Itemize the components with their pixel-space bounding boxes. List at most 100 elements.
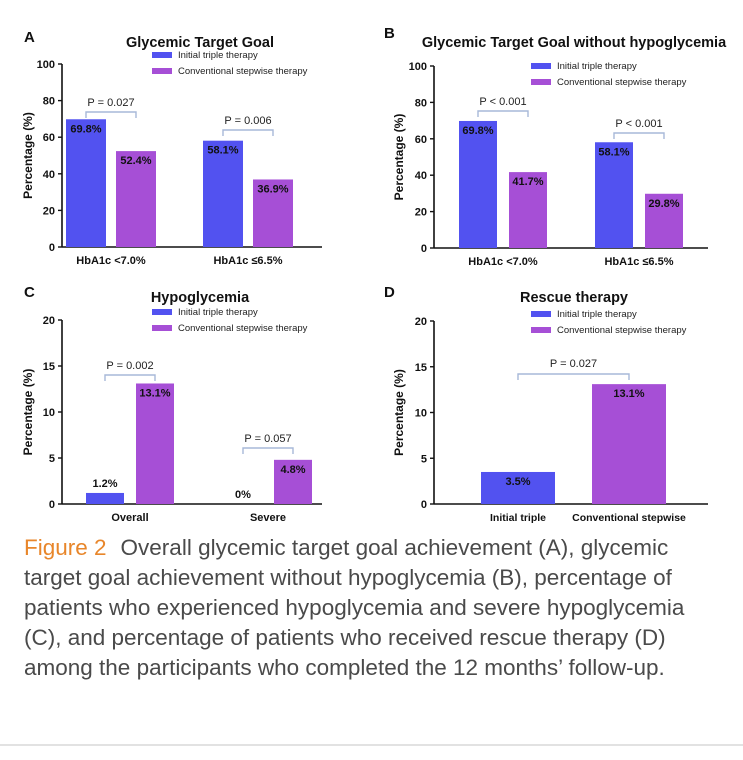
panel-b-significance-bracket-1 (477, 110, 529, 117)
panel-c-legend-conventional: Conventional stepwise therapy (178, 323, 308, 334)
panel-c-y-tick-label: 20 (43, 315, 55, 327)
panel-b-data-label-initial-1: 69.8% (462, 125, 493, 137)
panel-b-x-tick-label-1: HbA1c <7.0% (468, 256, 538, 268)
panel-d-y-tick-label: 10 (415, 408, 427, 420)
panel-d-legend-initial: Initial triple therapy (557, 309, 637, 320)
panel-b-data-label-conventional-2: 29.8% (648, 198, 679, 210)
panel-a-legend-conventional: Conventional stepwise therapy (178, 66, 308, 77)
panel-a-y-tick-label: 0 (49, 242, 55, 254)
panel-b-legend-conventional: Conventional stepwise therapy (557, 77, 687, 88)
panel-d-legend-swatch-conventional (531, 327, 551, 333)
panel-c-legend-initial: Initial triple therapy (178, 307, 258, 318)
panel-d-legend-conventional: Conventional stepwise therapy (557, 325, 687, 336)
panel-b-y-tick-label: 100 (409, 61, 427, 73)
panel-d-x-tick-label-2: Conventional stepwise (572, 512, 686, 524)
panel-b-y-tick-label: 40 (415, 170, 427, 182)
panel-b-y-tick-label: 60 (415, 134, 427, 146)
panel-a-y-tick-label: 20 (43, 205, 55, 217)
panel-b-data-label-conventional-1: 41.7% (512, 176, 543, 188)
panel-a-bar-initial-2 (203, 140, 243, 247)
panel-d-y-tick-label: 0 (421, 499, 427, 511)
panel-c-x-tick-label-1: Overall (111, 512, 148, 524)
panel-c-legend-swatch-conventional (152, 325, 172, 331)
panel-a-letter: A (24, 29, 35, 46)
panel-a-p-value-2: P = 0.006 (224, 115, 271, 127)
panel-a-significance-bracket-2 (222, 129, 274, 136)
panel-a-y-tick-label: 40 (43, 169, 55, 181)
panel-a-significance-bracket-1 (85, 111, 137, 118)
panel-d-y-tick-label: 15 (415, 362, 427, 374)
panel-d-data-label-initial: 3.5% (505, 476, 530, 488)
panel-d-y-tick-label: 20 (415, 316, 427, 328)
panel-d-significance-bracket (517, 373, 630, 380)
panel-a-x-tick-label-2: HbA1c ≤6.5% (213, 255, 282, 267)
panel-b-bar-conventional-1 (509, 172, 547, 248)
panel-a-y-tick-label: 60 (43, 132, 55, 144)
panel-c-data-label-conventional-2: 4.8% (280, 464, 305, 476)
panel-a-bar-conventional-1 (116, 151, 156, 247)
panel-c-x-tick-label-2: Severe (250, 512, 286, 524)
panel-d-letter: D (384, 284, 395, 301)
panel-b-y-tick-label: 20 (415, 207, 427, 219)
panel-b-bar-initial-2 (595, 142, 633, 248)
panel-d-bar-conventional (592, 384, 666, 504)
panel-b-x-tick-label-2: HbA1c ≤6.5% (604, 256, 673, 268)
panel-a-data-label-conventional-2: 36.9% (257, 183, 288, 195)
panel-c-y-axis-label: Percentage (%) (21, 369, 35, 456)
panel-b-y-tick-label: 80 (415, 97, 427, 109)
panel-a-y-axis-label: Percentage (%) (21, 112, 35, 199)
panel-b-bar-initial-1 (459, 120, 497, 248)
panel-a-legend-swatch-initial (152, 52, 172, 58)
bottom-divider (0, 744, 743, 746)
panel-a-legend-initial: Initial triple therapy (178, 50, 258, 61)
panel-c-bar-conventional-1 (136, 383, 174, 504)
panel-b-p-value-1: P < 0.001 (479, 96, 526, 108)
panel-c-data-label-initial-1: 1.2% (92, 478, 117, 490)
panel-c-p-value-2: P = 0.057 (244, 433, 291, 445)
figure-caption: Figure 2 Overall glycemic target goal ach… (24, 533, 724, 683)
panel-c-title: Hypoglycemia (151, 290, 250, 306)
panel-c-data-label-initial-2: 0% (235, 489, 251, 501)
figure-label: Figure 2 (24, 535, 107, 560)
panel-d-title: Rescue therapy (520, 290, 628, 306)
panel-b-legend-swatch-initial (531, 63, 551, 69)
panel-c-y-tick-label: 0 (49, 499, 55, 511)
panel-a-title: Glycemic Target Goal (126, 35, 274, 51)
panel-c-bar-initial-1 (86, 492, 124, 504)
panel-a-data-label-initial-2: 58.1% (207, 145, 238, 157)
panel-c-bar-conventional-2 (274, 459, 312, 504)
panel-c-significance-bracket-2 (242, 447, 294, 454)
panel-b-p-value-2: P < 0.001 (615, 118, 662, 130)
panel-b-data-label-initial-2: 58.1% (598, 146, 629, 158)
panel-d-y-tick-label: 5 (421, 453, 427, 465)
panel-a-bar-conventional-2 (253, 179, 293, 247)
panel-a-bar-initial-1 (66, 119, 106, 247)
panel-d-legend-swatch-initial (531, 311, 551, 317)
panel-c-y-tick-label: 15 (43, 361, 55, 373)
panel-c-y-tick-label: 5 (49, 453, 55, 465)
panel-c-data-label-conventional-1: 13.1% (139, 387, 170, 399)
panel-c-letter: C (24, 284, 35, 301)
panel-b-significance-bracket-2 (613, 132, 665, 139)
panel-b-legend-initial: Initial triple therapy (557, 61, 637, 72)
panel-b-letter: B (384, 25, 395, 42)
panel-c-p-value-1: P = 0.002 (106, 360, 153, 372)
panel-a-p-value-1: P = 0.027 (87, 97, 134, 109)
panel-b-y-tick-label: 0 (421, 243, 427, 255)
panel-a-y-tick-label: 80 (43, 96, 55, 108)
panel-a-x-tick-label-1: HbA1c <7.0% (76, 255, 146, 267)
panel-a-y-tick-label: 100 (37, 59, 55, 71)
panel-c-legend-swatch-initial (152, 309, 172, 315)
panel-d-p-value: P = 0.027 (550, 358, 597, 370)
panel-c-y-tick-label: 10 (43, 407, 55, 419)
panel-b-bar-conventional-2 (645, 193, 683, 248)
panel-a-data-label-initial-1: 69.8% (70, 123, 101, 135)
panel-d-x-tick-label-1: Initial triple (490, 512, 546, 524)
panel-d-y-axis-label: Percentage (%) (392, 369, 406, 456)
caption-text: Overall glycemic target goal achievement… (24, 535, 685, 680)
panel-c-significance-bracket-1 (104, 374, 156, 381)
panel-a-legend-swatch-conventional (152, 68, 172, 74)
panel-d-bar-initial (481, 471, 555, 504)
panel-b-legend-swatch-conventional (531, 79, 551, 85)
